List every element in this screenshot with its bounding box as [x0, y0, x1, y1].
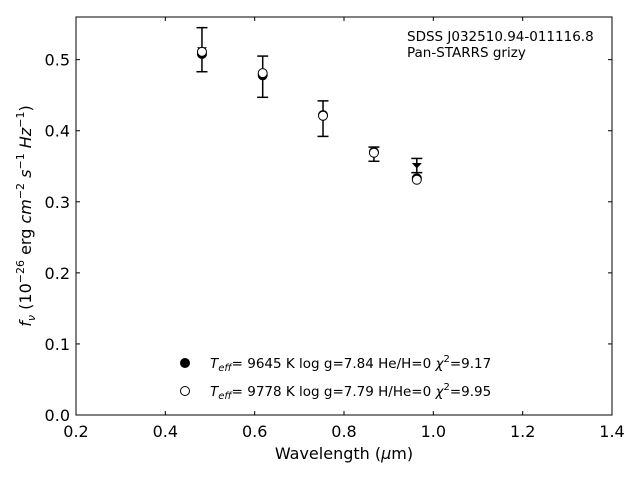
x-tick-label: 0.6: [242, 422, 267, 441]
x-tick-label: 0.8: [331, 422, 356, 441]
annotation-survey: Pan-STARRS grizy: [407, 45, 526, 61]
y-axis-title: fν (10−26 erg cm−2 s−1 Hz−1): [14, 105, 38, 326]
y-tick-label: 0.4: [45, 122, 70, 141]
x-tick-label: 1.0: [421, 422, 446, 441]
legend-entry-open: Teff= 9778 K log g=7.79 H/He=0 χ2=9.95: [210, 382, 491, 402]
y-tick-label: 0.5: [45, 51, 70, 70]
model-point-open: [368, 147, 379, 158]
model-point-open: [196, 46, 207, 57]
x-axis-ticks: 0.2 0.4 0.6 0.8 1.0 1.2 1.4: [63, 17, 625, 441]
x-tick-label: 1.2: [510, 422, 535, 441]
y-tick-label: 0.0: [45, 406, 70, 425]
x-tick-label: 1.4: [599, 422, 624, 441]
x-tick-label: 0.4: [153, 422, 178, 441]
y-axis-ticks: 0.0 0.1 0.2 0.3 0.4 0.5: [45, 51, 612, 425]
y-tick-label: 0.3: [45, 193, 70, 212]
model-point-open: [411, 174, 422, 185]
annotation-object: SDSS J032510.94-011116.8: [407, 29, 594, 45]
legend-marker-filled: [180, 358, 190, 368]
observed-point: [411, 163, 422, 169]
model-point-open: [257, 68, 268, 79]
model-point-open: [318, 110, 329, 121]
y-tick-label: 0.1: [45, 335, 70, 354]
legend: Teff= 9645 K log g=7.84 He/H=0 χ2=9.17 T…: [180, 354, 491, 402]
model-markers: [196, 46, 422, 185]
legend-marker-open: [180, 386, 190, 396]
observed-errorbars: [196, 26, 423, 174]
y-tick-label: 0.2: [45, 264, 70, 283]
x-tick-label: 0.2: [63, 422, 88, 441]
x-axis-title: Wavelength (μm): [275, 444, 413, 463]
legend-entry-filled: Teff= 9645 K log g=7.84 He/H=0 χ2=9.17: [210, 354, 491, 374]
